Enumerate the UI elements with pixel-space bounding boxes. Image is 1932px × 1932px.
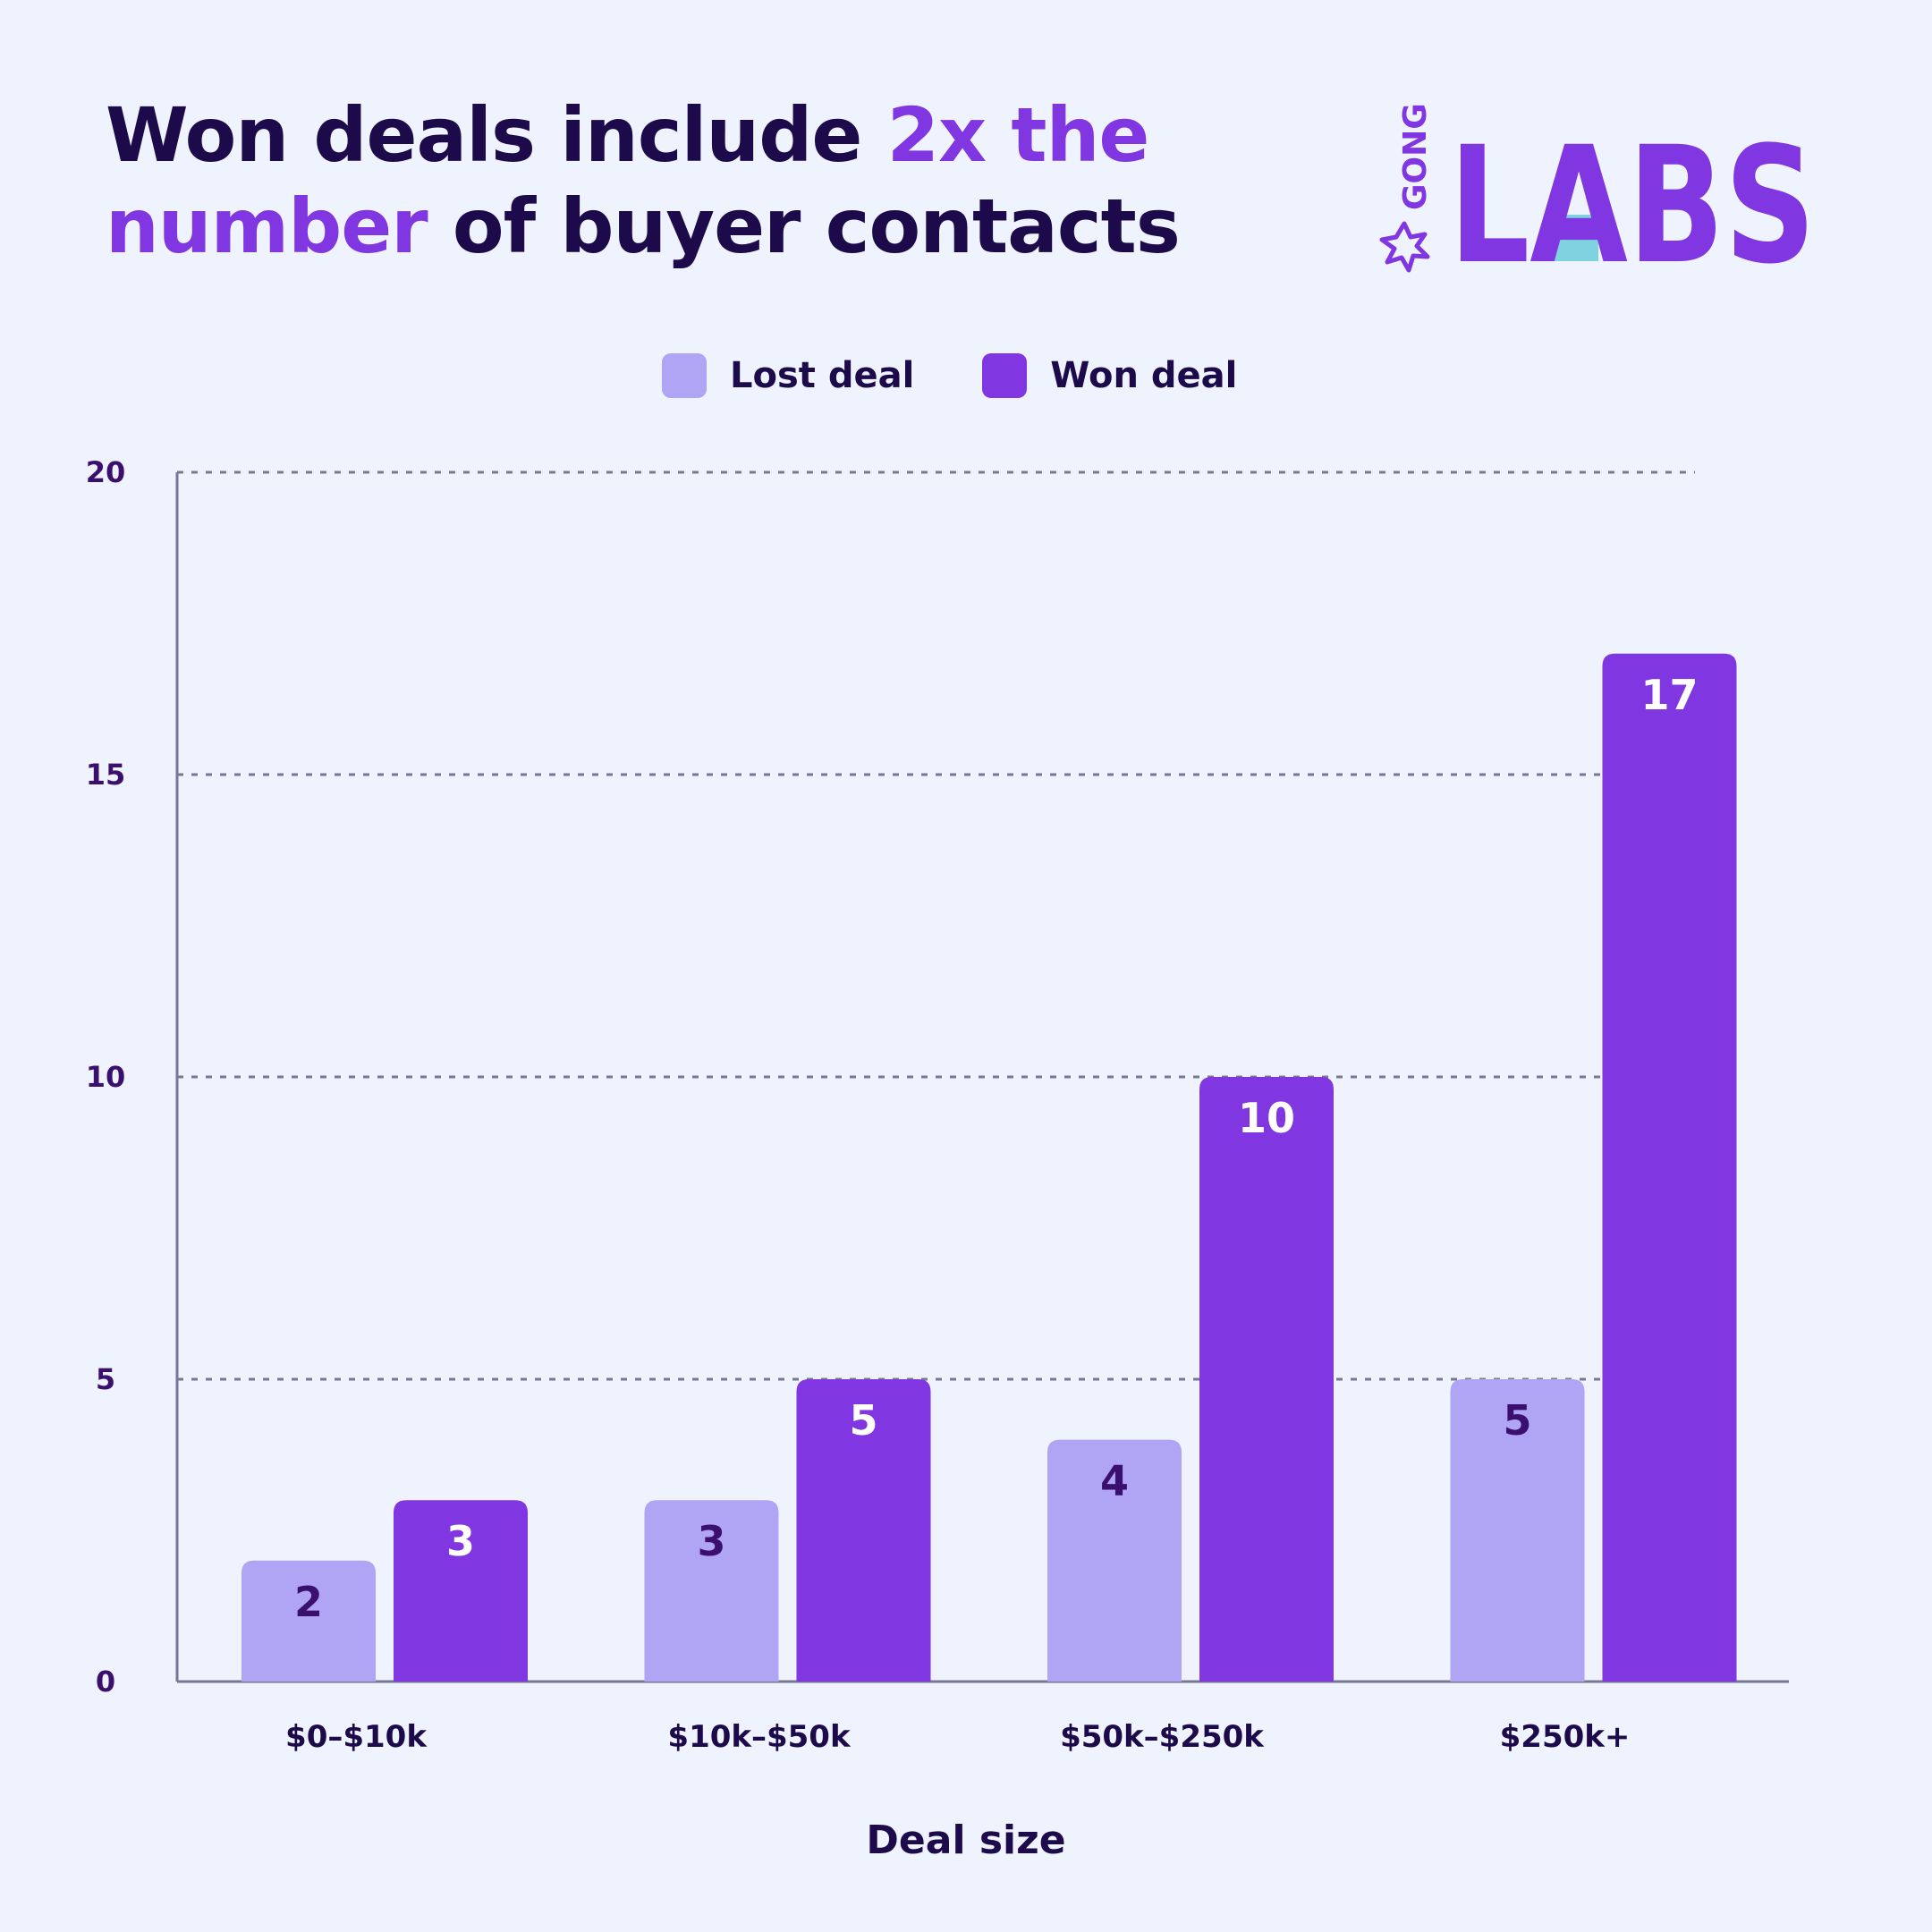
bar-lost	[1450, 1379, 1585, 1682]
legend-swatch-won	[982, 353, 1028, 398]
bar-value-label: 17	[1640, 671, 1698, 719]
legend-label-won: Won deal	[1050, 355, 1238, 396]
bar-lost	[644, 1500, 779, 1682]
logo-big-text: LABS	[1449, 113, 1816, 273]
title-highlight-1: 2x the	[886, 91, 1150, 179]
gong-burst-icon	[1379, 221, 1430, 273]
y-tick-label: 0	[96, 1665, 115, 1699]
x-tick-label: $10k–$50k	[667, 1719, 852, 1755]
legend-swatch-lost	[662, 353, 707, 398]
bar-value-label: 5	[849, 1396, 877, 1445]
legend: Lost deal Won deal	[662, 351, 1305, 401]
bar-won	[394, 1500, 528, 1682]
bar-won	[796, 1379, 931, 1682]
bar-value-label: 3	[446, 1517, 475, 1565]
chart-title: Won deals include 2x the number of buyer …	[106, 89, 1268, 272]
x-tick-label: $0–$10k	[285, 1719, 428, 1755]
bar-value-label: 10	[1238, 1094, 1295, 1142]
logo-small-text: GONG	[1397, 103, 1434, 210]
x-tick-label: $50k–$250k	[1060, 1719, 1265, 1755]
title-highlight-2: number	[106, 182, 428, 270]
y-tick-label: 20	[86, 455, 126, 489]
bar-lost	[242, 1560, 376, 1682]
bar-won	[1199, 1077, 1334, 1682]
x-axis-title: Deal size	[866, 1818, 1065, 1863]
bar-won	[1602, 653, 1737, 1682]
legend-label-lost: Lost deal	[730, 355, 915, 396]
x-tick-label: $250k+	[1500, 1719, 1631, 1755]
y-tick-label: 10	[86, 1060, 126, 1094]
bar-value-label: 3	[697, 1517, 725, 1565]
bar-value-label: 4	[1100, 1457, 1129, 1505]
y-tick-label: 15	[86, 758, 126, 792]
bar-value-label: 2	[294, 1578, 323, 1626]
gong-labs-logo: GONG LABS	[1379, 103, 1816, 273]
legend-item-won: Won deal	[982, 353, 1237, 398]
legend-item-lost: Lost deal	[662, 353, 914, 398]
title-part-1: Won deals include	[106, 91, 887, 179]
flask-icon	[1554, 215, 1598, 261]
title-part-2: of buyer contacts	[427, 182, 1181, 270]
y-tick-label: 5	[96, 1362, 115, 1396]
bar-lost	[1047, 1439, 1182, 1682]
bar-value-label: 5	[1503, 1396, 1531, 1445]
